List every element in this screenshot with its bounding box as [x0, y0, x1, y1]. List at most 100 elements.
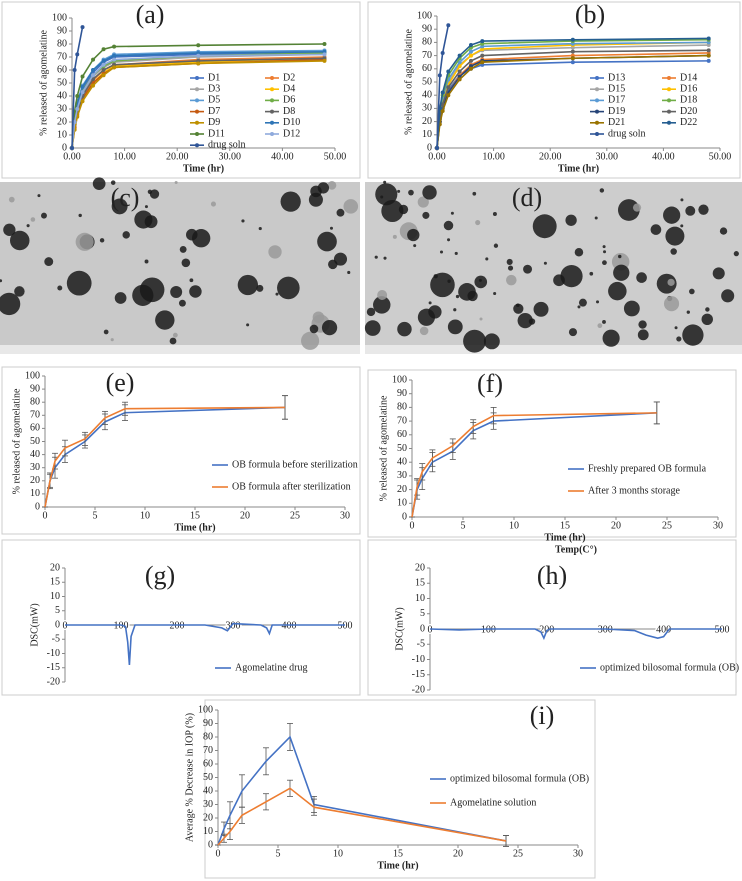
legend-label: D18 [680, 95, 697, 106]
particle [256, 284, 264, 292]
y-tick-label: 80 [57, 38, 67, 49]
particle [443, 220, 454, 231]
particle [450, 211, 454, 215]
particle [689, 288, 695, 295]
y-tick-label: -20 [47, 676, 60, 687]
point [112, 44, 117, 49]
x-axis-label: Time (hr) [544, 532, 585, 543]
particle [309, 324, 319, 334]
point [322, 58, 327, 63]
particle [134, 210, 153, 229]
particle [430, 272, 455, 298]
x-tick-label: 25 [290, 510, 300, 521]
particle [597, 323, 603, 329]
y-tick-label: -10 [412, 654, 425, 665]
y-axis-label: Average % Decrease in IOP (%) [184, 713, 195, 842]
particle [333, 252, 348, 266]
particle [613, 264, 630, 281]
legend-marker [195, 76, 199, 80]
point [440, 50, 445, 55]
y-tick-label: 40 [203, 785, 213, 796]
series-line [217, 787, 507, 846]
legend-label: D11 [208, 128, 225, 139]
point [468, 66, 473, 71]
particle [366, 307, 376, 317]
particle [599, 188, 605, 193]
particle [623, 300, 640, 317]
x-tick-label: 5 [93, 510, 98, 521]
legend-marker [667, 98, 671, 103]
particle [665, 226, 685, 246]
x-axis-label: Time (hr) [377, 860, 418, 871]
x-axis-label: Time (hr) [174, 522, 215, 533]
x-axis-label: Temp(C°) [555, 544, 597, 555]
particle [169, 337, 177, 345]
y-tick-label: -20 [412, 684, 425, 695]
particle [327, 181, 337, 190]
legend-label: D20 [680, 106, 697, 117]
legend-marker [595, 120, 599, 125]
x-tick-label: 0.00 [63, 151, 81, 162]
y-tick-label: 100 [25, 370, 40, 381]
particle [447, 319, 463, 335]
legend-label: OB formula after sterilization [232, 481, 351, 492]
particle [179, 245, 187, 253]
particle [674, 326, 678, 330]
particle [574, 248, 584, 257]
y-tick-label: -10 [47, 648, 60, 659]
y-tick-label: 40 [422, 89, 432, 100]
x-tick-label: 15 [560, 520, 570, 531]
panel-label: (a) [136, 0, 165, 29]
legend-label: drug soln [608, 128, 646, 139]
point [75, 52, 80, 57]
particle [383, 256, 387, 260]
y-tick-label: 90 [397, 388, 407, 399]
point [101, 47, 106, 52]
y-tick-label: 0 [420, 623, 425, 634]
y-tick-label: 60 [397, 429, 407, 440]
y-tick-label: 70 [203, 745, 213, 756]
y-tick-label: 0 [402, 511, 407, 522]
point [75, 107, 80, 111]
y-tick-label: 15 [415, 578, 425, 589]
panel-frame [367, 1, 741, 179]
particle [589, 271, 594, 276]
point [468, 58, 473, 63]
y-tick-label: 50 [30, 436, 40, 447]
particle [447, 238, 451, 242]
y-tick-label: -5 [417, 639, 425, 650]
point [570, 60, 575, 65]
point [570, 56, 575, 61]
particle [110, 338, 114, 342]
particle [30, 217, 36, 222]
particle [523, 264, 533, 274]
y-tick-label: -5 [52, 634, 60, 645]
x-tick-label: 25 [513, 848, 523, 859]
y-tick-label: 10 [422, 129, 432, 140]
y-tick-label: 100 [417, 10, 432, 21]
particle [663, 296, 680, 312]
particle [172, 332, 178, 338]
tem-footer [0, 345, 360, 354]
y-tick-label: 50 [422, 76, 432, 87]
legend-marker [667, 87, 671, 92]
y-axis-label: DSC(mW) [29, 603, 40, 646]
y-tick-label: 50 [57, 77, 67, 88]
y-axis-label: % released of agomelatine [11, 388, 22, 494]
legend-label: D4 [283, 83, 295, 94]
x-tick-label: 400 [656, 624, 671, 635]
particle [147, 189, 153, 194]
x-tick-label: 20.00 [539, 151, 562, 162]
x-tick-label: 5 [276, 848, 281, 859]
y-tick-label: 100 [392, 374, 407, 385]
particle [103, 329, 109, 335]
particle [686, 310, 690, 314]
particle [149, 189, 160, 199]
particle [170, 286, 183, 298]
y-tick-label: 30 [203, 799, 213, 810]
point [480, 39, 485, 44]
legend-label: D8 [283, 106, 295, 117]
legend-label: D13 [608, 72, 625, 83]
particle [189, 278, 194, 283]
legend-marker [195, 109, 199, 114]
